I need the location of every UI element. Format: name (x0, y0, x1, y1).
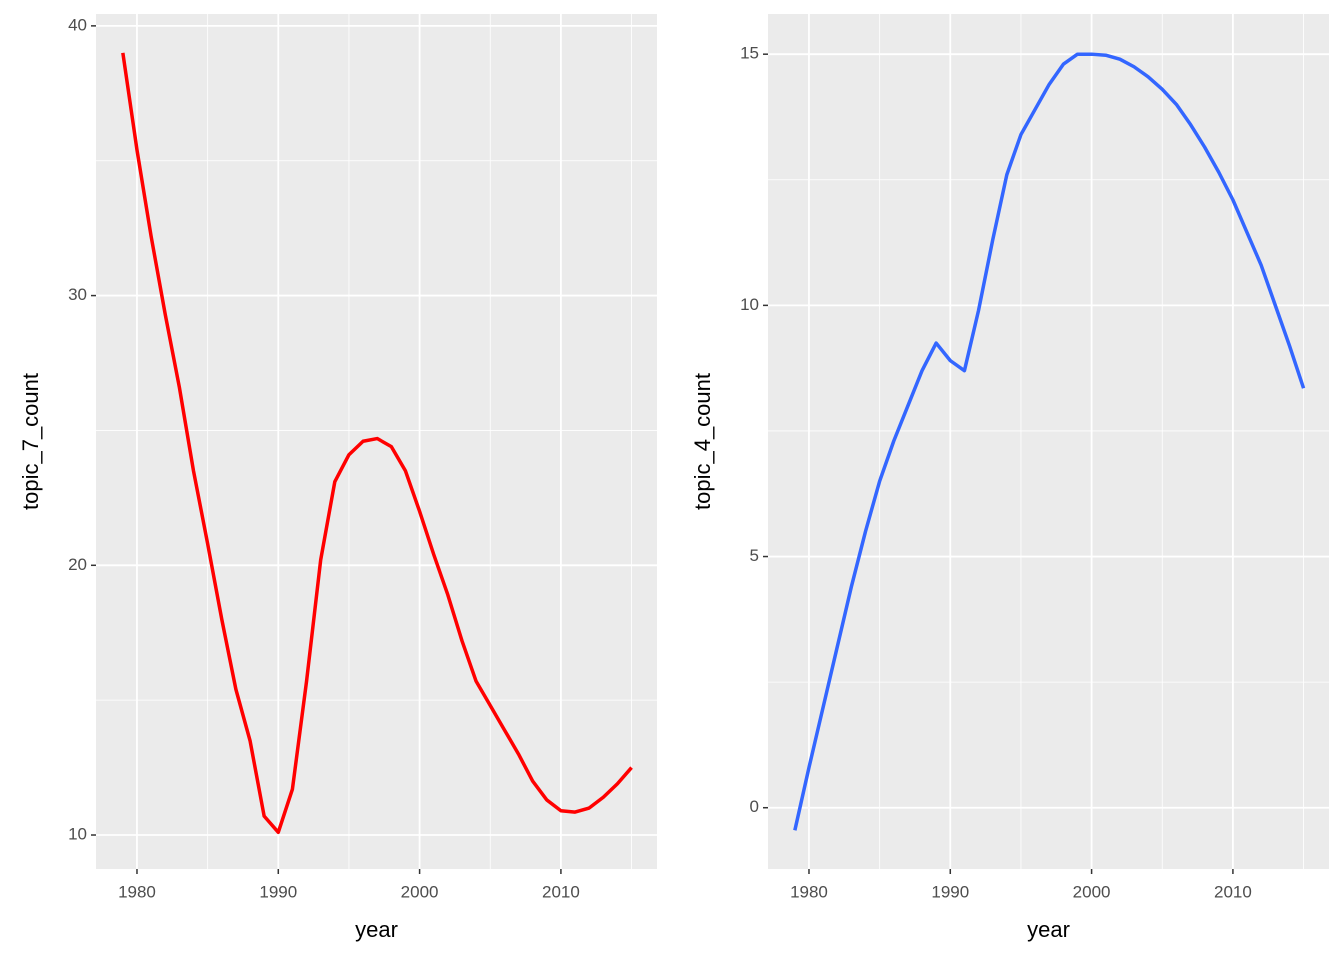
y-axis-title: topic_7_count (18, 373, 43, 510)
x-tick-label: 2010 (542, 882, 580, 901)
x-tick-label: 2000 (1073, 882, 1111, 901)
data-line (121, 52, 633, 835)
x-tick-label: 1980 (118, 882, 156, 901)
x-tick-label: 2010 (1214, 882, 1252, 901)
y-tick-label: 30 (68, 285, 87, 304)
x-tick-label: 1980 (790, 882, 828, 901)
panel-background (96, 14, 657, 869)
x-axis-title: year (1027, 917, 1070, 942)
y-tick-label: 15 (740, 44, 759, 63)
y-tick-label: 20 (68, 555, 87, 574)
y-axis-title: topic_4_count (690, 373, 715, 510)
y-tick-label: 0 (750, 797, 759, 816)
y-tick-label: 5 (750, 546, 759, 565)
x-axis-title: year (355, 917, 398, 942)
y-tick-label: 10 (68, 825, 87, 844)
data-line (793, 52, 1306, 831)
x-tick-label: 1990 (931, 882, 969, 901)
x-tick-label: 2000 (401, 882, 439, 901)
panel-background (768, 14, 1329, 869)
x-tick-label: 1990 (259, 882, 297, 901)
y-tick-label: 40 (68, 15, 87, 34)
y-tick-label: 10 (740, 295, 759, 314)
